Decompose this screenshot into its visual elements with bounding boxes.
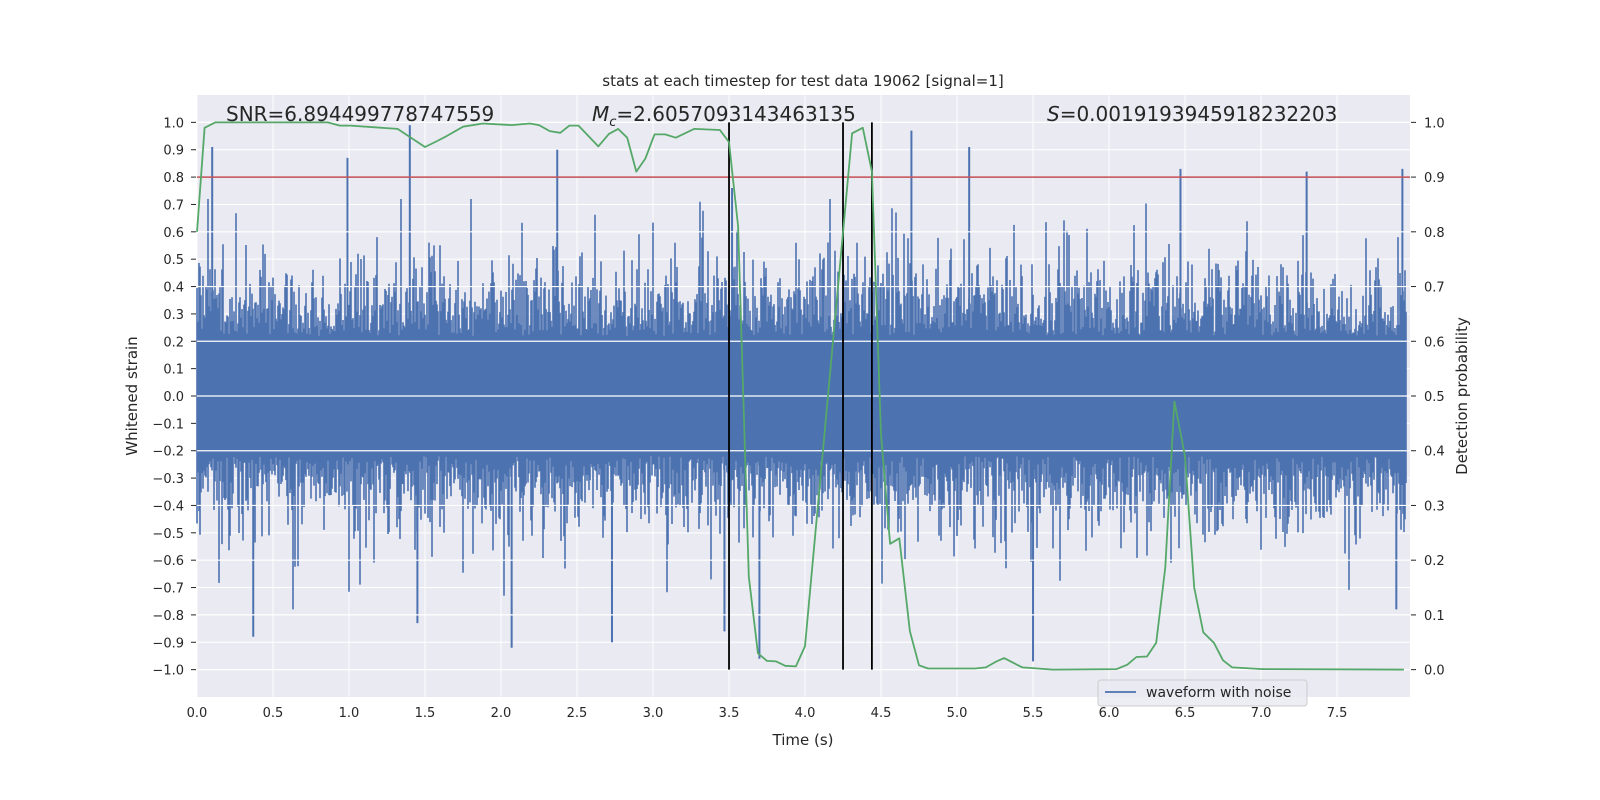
y-right-tick-label: 0.7 xyxy=(1424,281,1445,296)
legend-box xyxy=(1097,679,1308,707)
y-right-tick-label: 1.0 xyxy=(1424,116,1445,131)
y-left-tick-label: 0.4 xyxy=(163,281,184,296)
x-tick-label: 6.5 xyxy=(1175,706,1196,721)
ticks: 0.0 0.5 1.0 1.5 2.0 2.5 3.0 3.5 4.0 4.5 5.0 5.5 6.0 6… xyxy=(152,116,1444,721)
legend: waveform with noise xyxy=(1097,679,1308,707)
y-right-tick-label: 0.8 xyxy=(1424,226,1445,241)
y-left-tick-label: −0.5 xyxy=(152,527,184,542)
y-left-tick-label: 0.5 xyxy=(163,253,184,268)
x-tick-label: 4.0 xyxy=(795,706,816,721)
x-tick-label: 3.0 xyxy=(643,706,664,721)
s-value: =0.0019193945918232203 xyxy=(1060,102,1338,126)
y-left-tick-label: 0.1 xyxy=(163,363,184,378)
y-right-tick-label: 0.1 xyxy=(1424,609,1445,624)
mc-value: =2.6057093143463135 xyxy=(616,102,855,126)
y-left-tick-label: 0.6 xyxy=(163,226,184,241)
legend-label-waveform: waveform with noise xyxy=(1146,685,1291,701)
y-left-tick-label: −0.4 xyxy=(152,499,184,514)
x-tick-label: 7.0 xyxy=(1251,706,1272,721)
x-tick-label: 1.0 xyxy=(339,706,360,721)
y-right-tick-label: 0.9 xyxy=(1424,171,1445,186)
y-left-tick-label: 0.7 xyxy=(163,198,184,213)
probability-line xyxy=(196,121,1404,671)
x-tick-label: 6.0 xyxy=(1099,706,1120,721)
s-symbol: S xyxy=(1047,102,1060,126)
y-left-tick-label: 0.0 xyxy=(163,390,184,405)
x-tick-label: 5.5 xyxy=(1023,706,1044,721)
y-axis-label-left: Whitened strain xyxy=(123,336,141,455)
grid-right xyxy=(197,121,1410,671)
y-left-tick-label: −0.2 xyxy=(152,445,184,460)
s-annotation: S=0.0019193945918232203 xyxy=(1047,102,1337,126)
y-right-tick-label: 0.3 xyxy=(1424,499,1445,514)
x-tick-label: 7.5 xyxy=(1327,706,1348,721)
snr-annotation: SNR=6.894499778747559 xyxy=(226,102,494,126)
x-tick-label: 2.0 xyxy=(491,706,512,721)
y-right-tick-label: 0.2 xyxy=(1424,554,1445,569)
y-left-tick-label: 0.9 xyxy=(163,144,184,159)
y-right-tick-label: 0.4 xyxy=(1424,445,1445,460)
y-axis-label-right: Detection probability xyxy=(1453,317,1471,475)
x-tick-label: 5.0 xyxy=(947,706,968,721)
y-left-tick-label: 0.3 xyxy=(163,308,184,323)
x-tick-label: 1.5 xyxy=(415,706,436,721)
mc-symbol: M xyxy=(592,102,609,126)
x-tick-label: 0.5 xyxy=(263,706,284,721)
x-axis-label: Time (s) xyxy=(772,731,834,749)
y-right-tick-label: 0.6 xyxy=(1424,335,1445,350)
chirp-mass-annotation: Mc=2.6057093143463135 xyxy=(592,102,856,130)
x-tick-label: 0.0 xyxy=(187,706,208,721)
y-right-tick-label: 0.5 xyxy=(1424,390,1445,405)
y-left-tick-label: 0.2 xyxy=(163,335,184,350)
y-left-tick-label: −0.6 xyxy=(152,554,184,569)
y-left-tick-label: −0.9 xyxy=(152,636,184,651)
mc-subscript: c xyxy=(609,115,616,130)
y-left-tick-label: 0.8 xyxy=(163,171,184,186)
y-left-tick-label: −0.3 xyxy=(152,472,184,487)
vertical-markers xyxy=(728,122,873,670)
y-left-tick-label: −0.7 xyxy=(152,582,184,597)
x-tick-label: 4.5 xyxy=(871,706,892,721)
x-tick-label: 2.5 xyxy=(567,706,588,721)
chart-title: stats at each timestep for test data 190… xyxy=(602,72,1003,90)
x-tick-label: 3.5 xyxy=(719,706,740,721)
y-right-tick-label: 0.0 xyxy=(1424,664,1445,679)
probability-series xyxy=(196,121,1404,671)
y-left-tick-label: −0.8 xyxy=(152,609,184,624)
y-left-tick-label: −1.0 xyxy=(152,664,184,679)
y-left-tick-label: −0.1 xyxy=(152,417,184,432)
y-left-tick-label: 1.0 xyxy=(163,116,184,131)
